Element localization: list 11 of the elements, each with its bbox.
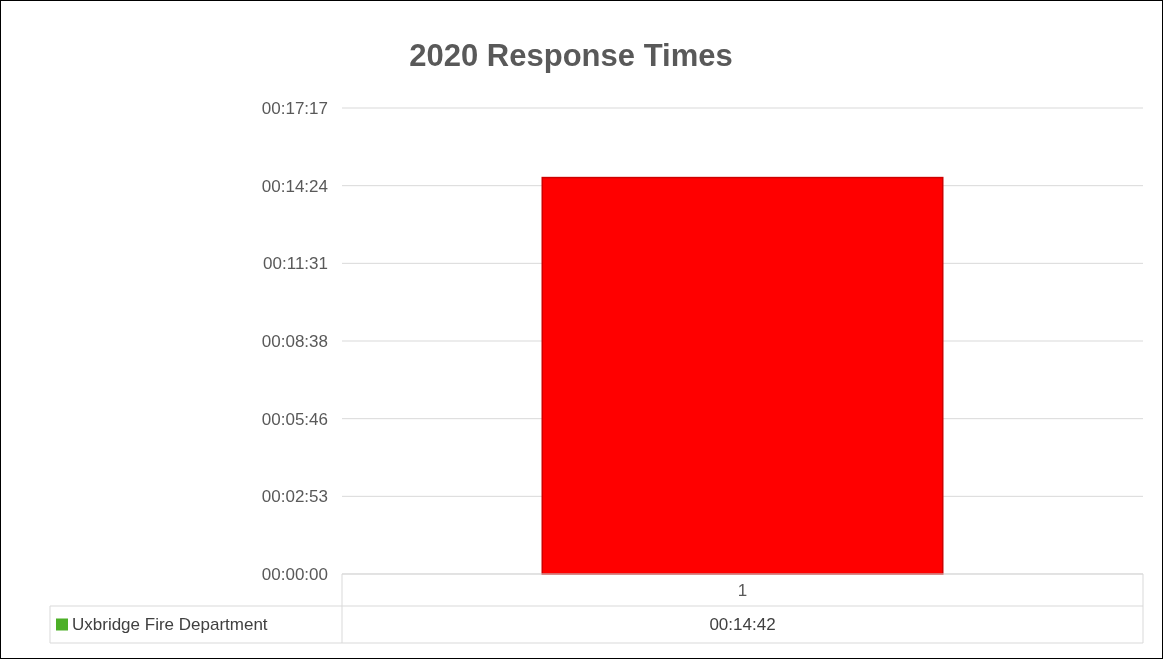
y-tick-label: 00:17:17 bbox=[261, 98, 328, 118]
y-tick-label: 00:08:38 bbox=[261, 331, 328, 351]
y-tick-label: 00:14:24 bbox=[261, 176, 328, 196]
y-tick-label: 00:11:31 bbox=[263, 254, 328, 274]
y-tick-label: 00:00:00 bbox=[261, 564, 328, 584]
text: Uxbridge Fire Department bbox=[72, 615, 268, 635]
x-tick-label: 1 bbox=[737, 580, 748, 600]
chart-title: 2020 Response Times bbox=[409, 38, 733, 73]
y-tick-label: 00:02:53 bbox=[261, 487, 328, 507]
y-tick-label: 00:05:46 bbox=[261, 409, 328, 429]
data-label: 00:14:42 bbox=[709, 615, 776, 635]
